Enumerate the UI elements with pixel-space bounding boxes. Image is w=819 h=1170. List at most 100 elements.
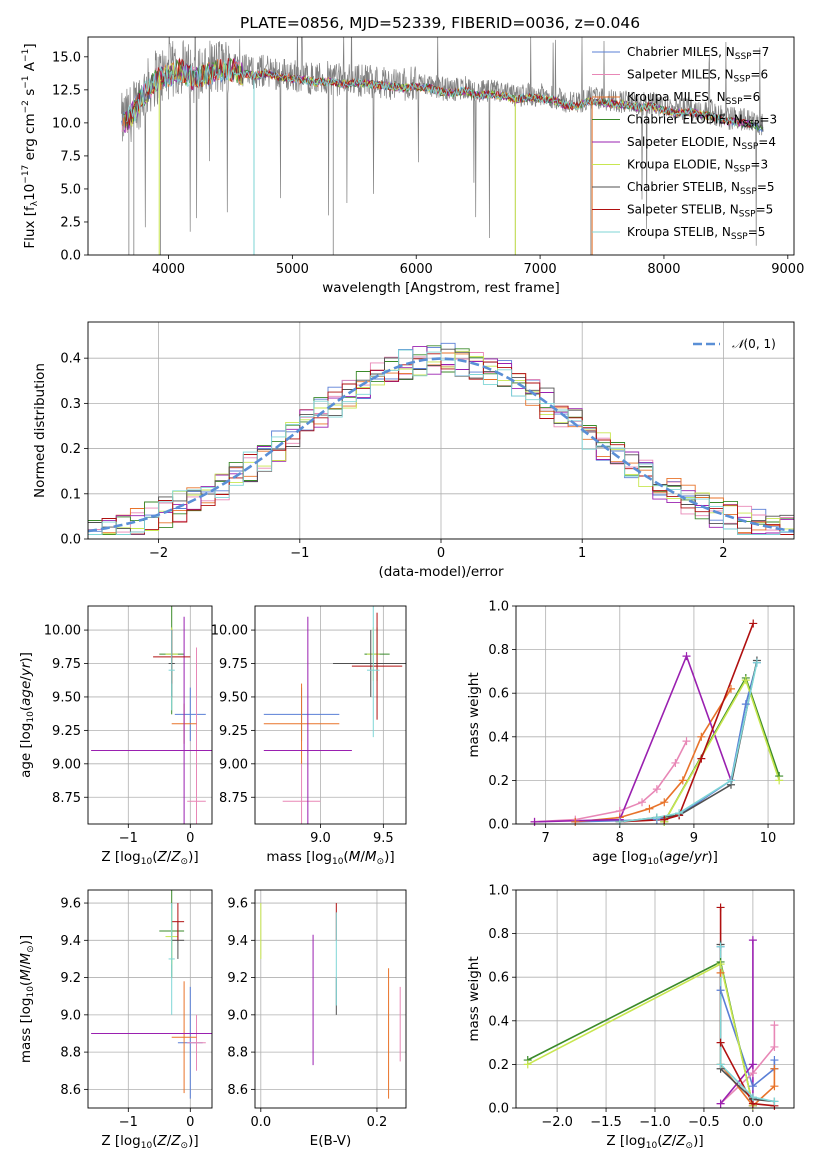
y-tick-label: 0.4 bbox=[60, 352, 81, 367]
series-marker-kroupa_stelib bbox=[652, 813, 661, 822]
y-tick-label: 9.2 bbox=[227, 971, 248, 986]
series-marker-kroupa_stelib bbox=[748, 1093, 757, 1102]
y-axis-label: mass weight bbox=[466, 956, 482, 1041]
series-marker-kroupa_stelib bbox=[770, 1097, 779, 1106]
series-marker-kroupa_elodie bbox=[741, 676, 750, 685]
series-marker-kroupa_miles bbox=[770, 1082, 779, 1091]
panel-7: −2.0 −1.5 −1.0 −0.5 0.0 0.0 0.2 0.4 0.6 0.8 1.0 Z [… bbox=[466, 884, 795, 1151]
y-tick-label: 0.0 bbox=[60, 533, 81, 548]
series-marker-kroupa_stelib bbox=[726, 776, 735, 785]
y-tick-label: 9.75 bbox=[219, 657, 248, 672]
series-marker-salpeter_elodie bbox=[716, 1099, 725, 1108]
series-marker-salpeter_elodie bbox=[748, 936, 757, 945]
axes-frame bbox=[87, 889, 213, 1109]
series-marker-kroupa_stelib bbox=[716, 1060, 725, 1069]
series-marker-salpeter_miles bbox=[682, 737, 691, 746]
y-tick-label: 7.5 bbox=[60, 149, 81, 164]
legend-entry-chabrier_miles: Chabrier MILES, NSSP=7 bbox=[627, 45, 769, 62]
y-tick-label: 9.0 bbox=[227, 1008, 248, 1023]
series-marker-chabrier_miles bbox=[770, 1056, 779, 1065]
panel-1: −2 −1 0 1 2 0.0 0.1 0.2 0.3 0.4 (data-model)/error… bbox=[32, 321, 795, 580]
x-tick-label: 8 bbox=[616, 831, 624, 846]
series-marker-kroupa_stelib bbox=[615, 817, 624, 826]
y-tick-label: 10.0 bbox=[52, 116, 81, 131]
series-marker-salpeter_stelib bbox=[716, 1038, 725, 1047]
y-tick-label: 8.6 bbox=[227, 1083, 248, 1098]
x-tick-label: −1.5 bbox=[590, 1115, 622, 1130]
y-tick-label: 5.0 bbox=[60, 182, 81, 197]
x-tick-label: 1 bbox=[578, 546, 586, 561]
legend-entry-kroupa_stelib: Kroupa STELIB, NSSP=5 bbox=[627, 225, 765, 242]
y-tick-label: 1.0 bbox=[488, 884, 509, 899]
x-tick-label: 0.0 bbox=[743, 1115, 764, 1130]
legend-entry-chabrier_elodie: Chabrier ELODIE, NSSP=3 bbox=[627, 113, 777, 130]
histogram-salpeter_stelib bbox=[88, 353, 794, 535]
series-line-chabrier_miles bbox=[719, 946, 776, 1088]
y-axis-label: Normed distribution bbox=[32, 363, 48, 498]
legend-entry-chabrier_stelib: Chabrier STELIB, NSSP=5 bbox=[627, 180, 775, 197]
axes-frame bbox=[87, 321, 795, 540]
x-tick-label: 0 bbox=[437, 546, 445, 561]
x-axis-label: (data-model)/error bbox=[378, 564, 504, 580]
series-marker-salpeter_miles bbox=[652, 785, 661, 794]
series-marker-kroupa_miles bbox=[716, 968, 725, 977]
axes-frame bbox=[87, 605, 213, 825]
series-line-kroupa_miles bbox=[575, 688, 732, 823]
y-tick-label: 9.50 bbox=[52, 690, 81, 705]
y-tick-label: 0.2 bbox=[488, 774, 509, 789]
series-marker-kroupa_miles bbox=[726, 684, 735, 693]
series-marker-kroupa_elodie bbox=[775, 776, 784, 785]
x-axis-label: wavelength [Angstrom, rest frame] bbox=[322, 280, 560, 296]
panel-5: −1 0 8.6 8.8 9.0 9.2 9.4 9.6 Z [log10(Z/Z⊙)] mass… bbox=[18, 889, 213, 1151]
x-axis-label: mass [log10(M/M⊙)] bbox=[266, 849, 394, 867]
panel-2: −1 0 8.75 9.00 9.25 9.50 9.75 10.00 Z [log10(Z/Z… bbox=[18, 605, 213, 867]
series-line-salpeter_miles bbox=[720, 1025, 776, 1105]
plot-area-6 bbox=[255, 890, 406, 1108]
x-axis-label: Z [log10(Z/Z⊙)] bbox=[101, 849, 198, 867]
x-tick-label: −1 bbox=[290, 546, 309, 561]
series-marker-salpeter_miles bbox=[748, 1069, 757, 1078]
y-tick-label: 0.4 bbox=[488, 730, 509, 745]
x-tick-label: −1 bbox=[119, 831, 138, 846]
series-marker-kroupa_stelib bbox=[716, 942, 725, 951]
y-tick-label: 0.2 bbox=[60, 442, 81, 457]
plot-area-4 bbox=[516, 606, 794, 824]
y-tick-label: 0.1 bbox=[60, 487, 81, 502]
series-marker-kroupa_miles bbox=[697, 732, 706, 741]
axes-frame bbox=[254, 605, 407, 825]
series-marker-kroupa_miles bbox=[571, 817, 580, 826]
y-tick-label: 9.6 bbox=[227, 897, 248, 912]
series-line-salpeter_miles bbox=[534, 740, 688, 823]
series-marker-salpeter_miles bbox=[638, 798, 647, 807]
y-tick-label: 9.75 bbox=[52, 657, 81, 672]
x-tick-label: 0 bbox=[186, 831, 194, 846]
plot-area-1 bbox=[88, 322, 794, 539]
y-tick-label: 9.25 bbox=[52, 724, 81, 739]
y-tick-label: 0.6 bbox=[488, 971, 509, 986]
series-marker-salpeter_miles bbox=[671, 758, 680, 767]
series-line-kroupa_stelib bbox=[719, 946, 775, 1103]
y-tick-label: 0.6 bbox=[488, 687, 509, 702]
y-tick-label: 0.0 bbox=[60, 249, 81, 264]
histogram-kroupa_stelib bbox=[88, 349, 794, 535]
y-tick-label: 1.0 bbox=[488, 600, 509, 615]
x-tick-label: −2 bbox=[149, 546, 168, 561]
legend-entry-salpeter_elodie: Salpeter ELODIE, NSSP=4 bbox=[627, 135, 776, 152]
x-tick-label: 6000 bbox=[400, 262, 433, 277]
series-marker-salpeter_elodie bbox=[682, 652, 691, 661]
x-tick-label: 2 bbox=[719, 546, 727, 561]
x-axis-label: age [log10(age/yr)] bbox=[592, 849, 718, 867]
model-line-chabrier_elodie bbox=[123, 57, 764, 132]
axes-frame bbox=[515, 889, 795, 1109]
x-tick-label: −2.0 bbox=[541, 1115, 573, 1130]
x-tick-label: 7000 bbox=[524, 262, 557, 277]
y-axis-label: age [log10(age/yr)] bbox=[18, 652, 36, 778]
plot-area-0 bbox=[120, 37, 764, 255]
series-line-kroupa_elodie bbox=[527, 962, 754, 1106]
legend-entry-gaussian: 𝒩(0, 1) bbox=[732, 337, 776, 351]
y-tick-label: 15.0 bbox=[52, 50, 81, 65]
gaussian-curve bbox=[88, 357, 794, 533]
x-tick-label: 9.0 bbox=[310, 831, 331, 846]
y-tick-label: 0.0 bbox=[488, 1102, 509, 1117]
